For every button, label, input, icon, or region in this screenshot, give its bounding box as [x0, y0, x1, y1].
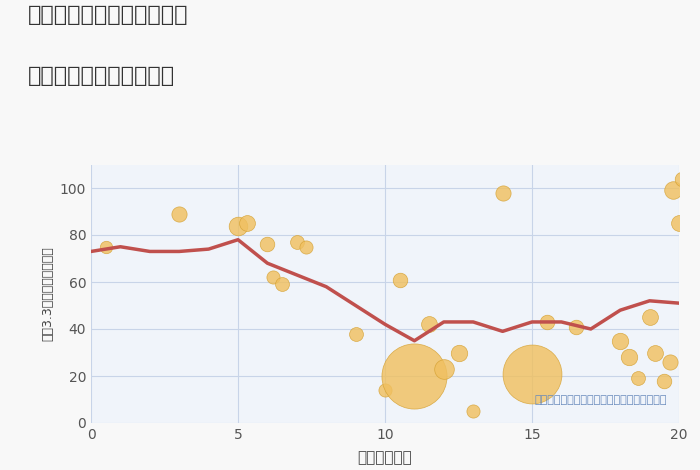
Point	[424, 321, 435, 328]
Point	[624, 353, 635, 361]
Point	[409, 372, 420, 380]
Point	[632, 375, 643, 382]
Point	[676, 175, 687, 182]
Point	[644, 313, 655, 321]
Point	[570, 323, 582, 330]
X-axis label: 駅距離（分）: 駅距離（分）	[358, 450, 412, 465]
Point	[668, 187, 679, 194]
Point	[394, 276, 405, 283]
Y-axis label: 坪（3.3㎡）単価（万円）: 坪（3.3㎡）単価（万円）	[41, 246, 54, 341]
Point	[453, 349, 464, 356]
Point	[262, 241, 273, 248]
Point	[174, 210, 185, 218]
Point	[232, 222, 244, 229]
Point	[497, 189, 508, 196]
Point	[664, 358, 676, 366]
Text: 三重県松阪市嬉野中川町の: 三重県松阪市嬉野中川町の	[28, 5, 188, 25]
Point	[615, 337, 626, 345]
Point	[526, 370, 538, 377]
Text: 駅距離別中古戸建て価格: 駅距離別中古戸建て価格	[28, 66, 175, 86]
Point	[438, 365, 449, 373]
Point	[267, 274, 279, 281]
Point	[300, 243, 312, 251]
Point	[673, 219, 685, 227]
Point	[100, 243, 111, 251]
Point	[276, 281, 288, 288]
Point	[650, 349, 661, 356]
Text: 円の大きさは、取引のあった物件面積を示す: 円の大きさは、取引のあった物件面積を示す	[535, 395, 667, 405]
Point	[350, 330, 361, 337]
Point	[241, 219, 253, 227]
Point	[291, 238, 302, 246]
Point	[379, 386, 391, 394]
Point	[659, 377, 670, 384]
Point	[468, 407, 479, 415]
Point	[541, 318, 552, 326]
